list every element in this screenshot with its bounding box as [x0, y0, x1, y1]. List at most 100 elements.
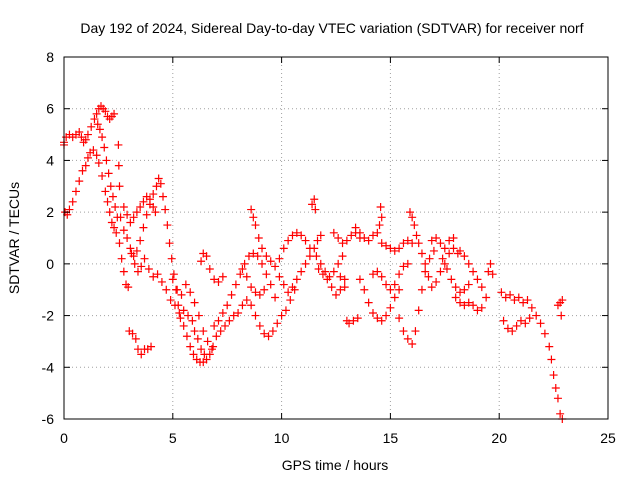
data-point: [464, 280, 473, 289]
data-point: [408, 213, 417, 222]
data-point: [197, 257, 206, 266]
data-point: [100, 143, 109, 152]
y-axis-label: SDTVAR / TECUs: [6, 182, 22, 294]
data-point: [313, 236, 322, 245]
data-point: [264, 332, 273, 341]
data-point: [260, 329, 269, 338]
data-point: [447, 275, 456, 284]
data-point: [110, 223, 119, 232]
chart-title: Day 192 of 2024, Sidereal Day-to-day VTE…: [80, 20, 583, 36]
data-point: [124, 283, 133, 292]
data-point: [532, 311, 541, 320]
data-point: [484, 267, 493, 276]
data-point: [310, 195, 319, 204]
data-point: [424, 272, 433, 281]
data-point: [557, 311, 566, 320]
data-point: [165, 239, 174, 248]
data-point: [133, 267, 142, 276]
data-point: [364, 236, 373, 245]
data-point: [436, 267, 445, 276]
data-point: [421, 267, 430, 276]
data-point: [395, 244, 404, 253]
data-point: [338, 252, 347, 261]
data-point: [486, 259, 495, 268]
data-point: [144, 265, 153, 274]
data-point: [425, 254, 434, 263]
data-point: [440, 244, 449, 253]
data-point: [166, 296, 175, 305]
data-point: [412, 231, 421, 240]
data-point: [345, 319, 354, 328]
data-point: [247, 283, 256, 292]
data-point: [167, 254, 176, 263]
data-point: [182, 332, 191, 341]
data-point: [451, 283, 460, 292]
y-tick-label: -6: [42, 411, 55, 427]
data-point: [311, 205, 320, 214]
data-point: [503, 324, 512, 333]
data-point: [386, 244, 395, 253]
data-point: [312, 252, 321, 261]
data-point: [477, 303, 486, 312]
data-point: [275, 254, 284, 263]
data-point: [284, 288, 293, 297]
data-point: [288, 283, 297, 292]
data-point: [473, 306, 482, 315]
data-point: [411, 327, 420, 336]
data-point: [553, 394, 562, 403]
data-point: [449, 244, 458, 253]
data-point: [212, 332, 221, 341]
data-point: [382, 311, 391, 320]
data-point: [262, 270, 271, 279]
data-point: [297, 267, 306, 276]
data-point: [266, 280, 275, 289]
data-point: [151, 208, 160, 217]
data-point: [168, 275, 177, 284]
data-point: [123, 234, 132, 242]
data-point: [414, 306, 423, 315]
data-point: [377, 272, 386, 281]
data-point: [203, 337, 212, 346]
data-point: [123, 210, 132, 219]
data-point: [179, 321, 188, 330]
data-point: [218, 272, 227, 281]
data-point: [456, 288, 465, 297]
data-point: [277, 311, 286, 320]
data-point: [360, 234, 369, 242]
data-point: [249, 249, 258, 258]
data-point: [445, 249, 454, 258]
data-point: [83, 130, 92, 139]
data-point: [488, 270, 497, 279]
data-point: [281, 306, 290, 315]
data-point: [128, 329, 137, 338]
data-point: [231, 280, 240, 289]
x-axis-ticks: 0 5 10 15 20 25: [60, 57, 616, 446]
data-point: [94, 159, 103, 168]
data-point: [119, 202, 128, 211]
data-point: [170, 301, 179, 310]
data-point: [179, 306, 188, 315]
data-point: [130, 259, 139, 268]
data-point: [240, 259, 249, 268]
data-point: [340, 275, 349, 284]
data-point: [288, 231, 297, 240]
data-point: [186, 288, 195, 297]
data-point: [227, 290, 236, 299]
data-point: [173, 285, 182, 294]
data-point: [153, 270, 162, 279]
data-point: [223, 301, 232, 310]
data-point: [137, 262, 146, 271]
data-point: [273, 319, 282, 328]
y-axis-ticks: -6 -4 -2 0 2 4 6 8: [42, 49, 608, 427]
data-point: [390, 280, 399, 289]
x-tick-label: 15: [383, 430, 399, 446]
plot-frame: [63, 56, 609, 420]
data-point: [255, 290, 264, 299]
y-tick-label: -4: [42, 359, 55, 375]
data-point: [197, 345, 206, 354]
data-point: [329, 228, 338, 237]
data-point: [149, 190, 158, 199]
data-point: [210, 321, 219, 330]
data-point: [214, 277, 223, 286]
data-point: [436, 239, 445, 248]
